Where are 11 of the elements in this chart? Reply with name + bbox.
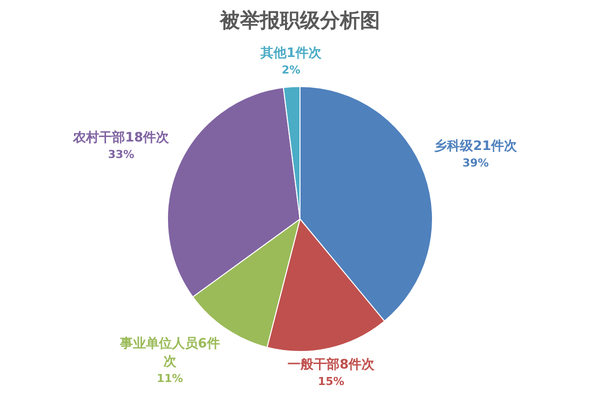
data-label: 11% [156, 372, 184, 386]
data-label: 2% [282, 64, 300, 77]
data-label: 39% [462, 156, 489, 170]
slice-label: 事业单位人员6件次 [118, 336, 220, 370]
chart-title: 被举报职级分析图 [219, 8, 380, 32]
slice-label: 一般干部8件次 [288, 356, 376, 372]
slice-label: 其他1件次 [260, 46, 323, 62]
data-label: 15% [318, 374, 344, 388]
data-label: 33% [108, 148, 134, 162]
slice-label: 乡科级21件次 [434, 138, 518, 154]
slice-label: 农村干部18件次 [72, 130, 170, 146]
